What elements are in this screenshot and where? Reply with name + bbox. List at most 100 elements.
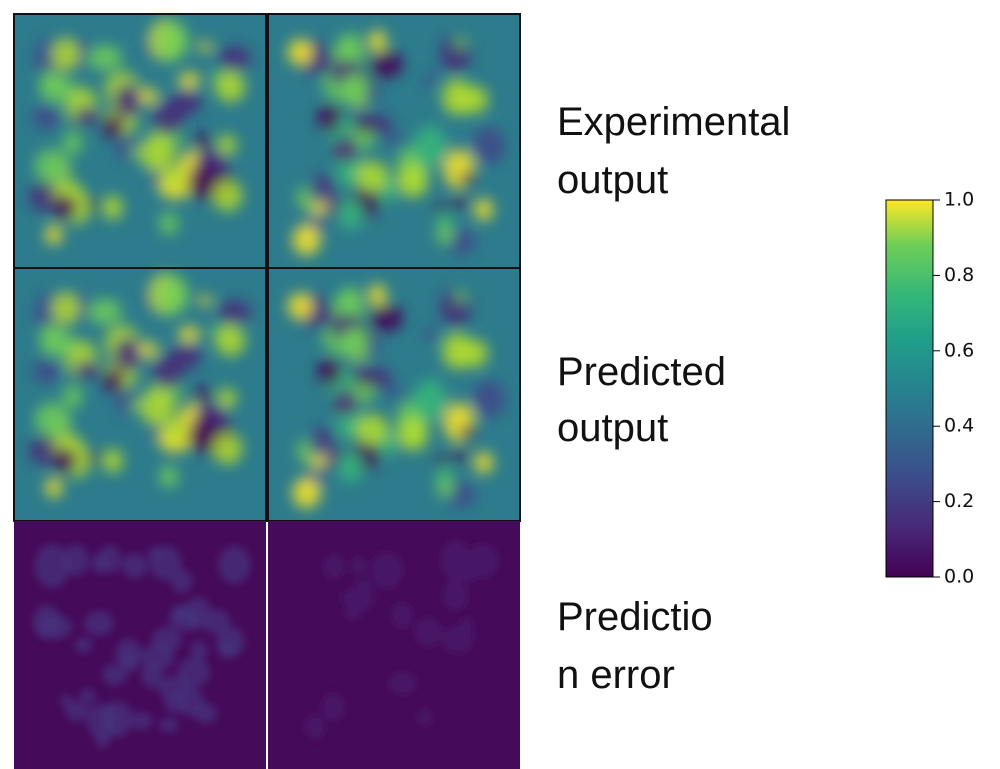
heatmap-blob (157, 675, 193, 701)
heatmap-blob (217, 134, 237, 155)
heatmap-blob (84, 610, 114, 636)
heatmap-blob (149, 545, 182, 581)
heatmap-panel (14, 521, 266, 769)
heatmap-blobs (28, 19, 251, 245)
heatmap-blob (87, 45, 122, 71)
heatmap-blob (321, 693, 346, 722)
heatmap-blob (128, 146, 142, 158)
heatmap-blob (162, 419, 186, 443)
row-label: Predictio (557, 595, 713, 639)
heatmap-blob (340, 589, 362, 607)
heatmap-blob (397, 417, 429, 451)
heatmap-blob (339, 330, 363, 358)
heatmap-blob (153, 274, 189, 316)
heatmap-blob (337, 32, 363, 62)
heatmap-blob (178, 72, 201, 89)
heatmap-blob (95, 732, 110, 749)
heatmap-blob (452, 195, 468, 211)
colorbar-tick-label: 0.6 (944, 339, 974, 361)
heatmap-blob (51, 292, 80, 325)
heatmap-blob (355, 118, 374, 132)
colorbar-tick-label: 0.2 (944, 490, 974, 512)
heatmap-blob (389, 133, 404, 147)
row-label: Experimental (557, 100, 790, 144)
heatmap-blob (339, 77, 363, 104)
heatmap-panel (267, 13, 521, 269)
heatmap-blob (102, 114, 125, 140)
colorbar: 0.0 0.2 0.4 0.6 0.8 1.0 (885, 189, 974, 588)
heatmap-blob (32, 358, 60, 384)
heatmap-blob (215, 324, 246, 357)
heatmap-blob (442, 78, 472, 116)
heatmap-blob (436, 477, 455, 498)
heatmap-blob (194, 703, 217, 724)
heatmap-blob (287, 38, 314, 66)
heatmap-blob (87, 299, 122, 325)
heatmap-blobs (287, 30, 506, 256)
heatmap-blob (140, 134, 175, 173)
heatmap-blob (138, 88, 158, 105)
heatmap-blobs (304, 540, 499, 739)
heatmap-blob (390, 602, 414, 628)
heatmap-blob (130, 712, 153, 730)
heatmap-blob (442, 332, 472, 370)
heatmap-blob (192, 387, 213, 401)
heatmap-blob (355, 160, 389, 192)
heatmap-blob (442, 579, 468, 611)
heatmap-blob (198, 41, 212, 52)
heatmap-blob (212, 433, 243, 465)
heatmap-blob (458, 171, 477, 185)
heatmap-blob (308, 184, 330, 205)
heatmap-blob (113, 82, 142, 118)
heatmap-blob (32, 604, 60, 640)
heatmap-blob (472, 126, 506, 165)
heatmap-blob (74, 106, 99, 126)
heatmap-blob (63, 131, 83, 155)
heatmap-blob (138, 341, 158, 359)
heatmap-blob (178, 326, 201, 342)
heatmap-blob (436, 224, 455, 245)
heatmap-blob (355, 371, 374, 386)
heatmap-blob (128, 400, 142, 412)
heatmap-blob (417, 709, 433, 727)
heatmap-blob (152, 101, 184, 136)
heatmap-blob (201, 404, 229, 427)
heatmap-blob (101, 701, 134, 738)
heatmap-blob (171, 604, 185, 621)
heatmap-blob (435, 466, 455, 480)
heatmap-blob (102, 195, 123, 220)
heatmap-blob (414, 617, 442, 648)
heatmap-blobs (32, 544, 251, 749)
heatmap-blob (159, 212, 179, 235)
heatmap-blob (45, 224, 63, 245)
heatmap-blob (452, 449, 468, 464)
heatmap-blob (323, 553, 345, 580)
heatmap-blob (217, 388, 237, 409)
heatmap-blob (34, 402, 70, 437)
colorbar-gradient (885, 199, 934, 578)
row-label: output (557, 158, 668, 202)
heatmap-blob (153, 20, 189, 62)
heatmap-blob (454, 36, 468, 49)
heatmap-blob (140, 388, 175, 426)
panels (13, 13, 521, 769)
heatmap-blob (397, 164, 429, 198)
heatmap-blob (317, 357, 341, 386)
heatmap-blob (45, 477, 63, 498)
heatmap-blob (355, 414, 389, 446)
heatmap-blob (32, 104, 60, 130)
heatmap-blob (198, 295, 212, 306)
heatmap-blob (292, 224, 321, 256)
heatmap-blob (34, 149, 70, 184)
heatmap-blob (474, 451, 494, 474)
heatmap-blob (190, 640, 208, 661)
heatmap-blob (162, 166, 186, 190)
heatmap-blob (337, 286, 363, 316)
heatmap-blob (202, 609, 231, 635)
heatmap-panel (13, 13, 267, 269)
heatmap-blob (52, 194, 78, 221)
colorbar-tick-label: 1.0 (944, 189, 974, 211)
heatmap-blob (74, 637, 93, 654)
heatmap-blob (370, 551, 404, 589)
